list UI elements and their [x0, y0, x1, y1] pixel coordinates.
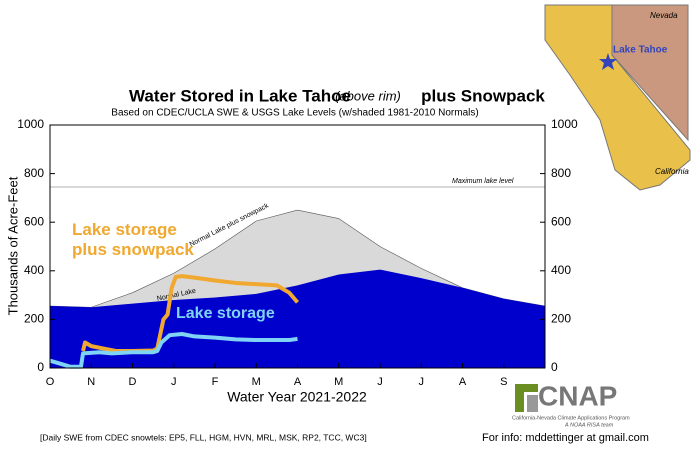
logo-mark [527, 395, 538, 412]
y2-tick-label: 800 [551, 166, 571, 180]
x-tick-label: F [212, 376, 219, 388]
map-label: Nevada [650, 11, 678, 20]
x-axis-label: Water Year 2021-2022 [227, 389, 367, 405]
x-tick-label: M [334, 376, 343, 388]
logo-line: A NOAA RISA team [564, 422, 614, 428]
y2-tick-label: 600 [551, 214, 571, 228]
y2-tick-label: 400 [551, 263, 571, 277]
title-tail: plus Snowpack [421, 86, 545, 105]
area [50, 269, 545, 368]
y-axis-label: Thousands of Acre-Feet [5, 176, 20, 315]
y-tick-label: 0 [37, 360, 44, 374]
contact: For info: mddettinger at gmail.com [482, 432, 649, 444]
line [81, 274, 300, 353]
y-tick-label: 400 [24, 263, 44, 277]
x-tick-label: A [294, 376, 302, 388]
logo-name: CNAP [538, 380, 617, 411]
chart-title: Water Stored in Lake Tahoe [129, 86, 351, 105]
logo-line: California-Nevada Climate Applications P… [512, 415, 630, 421]
line [49, 331, 298, 369]
logo-mark [515, 384, 538, 412]
x-tick-label: M [252, 376, 261, 388]
footnote: [Daily SWE from CDEC snowtels: EP5, FLL,… [40, 432, 367, 442]
map-inset: Nevada Lake Tahoe California [544, 4, 691, 191]
y2-tick-label: 0 [551, 360, 558, 374]
x-tick-label: A [459, 376, 467, 388]
y2-tick-label: 200 [551, 312, 571, 326]
x-tick-label: N [87, 376, 95, 388]
logo: CNAP California-Nevada Climate Applicati… [512, 380, 630, 428]
series-label: Lake storage [176, 305, 275, 322]
y-tick-label: 600 [24, 214, 44, 228]
x-tick-label: S [500, 376, 507, 388]
y-tick-label: 200 [24, 312, 44, 326]
x-tick-label: J [419, 376, 425, 388]
x-tick-label: J [171, 376, 177, 388]
series-label: Lake storage plus snowpack [72, 220, 194, 259]
x-tick-label: J [377, 376, 383, 388]
x-tick-label: O [46, 376, 55, 388]
lake-star [599, 53, 617, 70]
y-tick-label: 1000 [17, 117, 44, 131]
y-tick-label: 800 [24, 166, 44, 180]
title-note: (above rim) [335, 88, 401, 103]
reference-label: Maximum lake level [452, 178, 514, 185]
nevada-shape [611, 4, 689, 142]
map-label: Lake Tahoe [613, 45, 668, 56]
subtitle: Based on CDEC/UCLA SWE & USGS Lake Level… [111, 108, 478, 119]
map-label: California [655, 167, 689, 176]
x-tick-label: D [129, 376, 137, 388]
y2-tick-label: 1000 [551, 117, 578, 131]
